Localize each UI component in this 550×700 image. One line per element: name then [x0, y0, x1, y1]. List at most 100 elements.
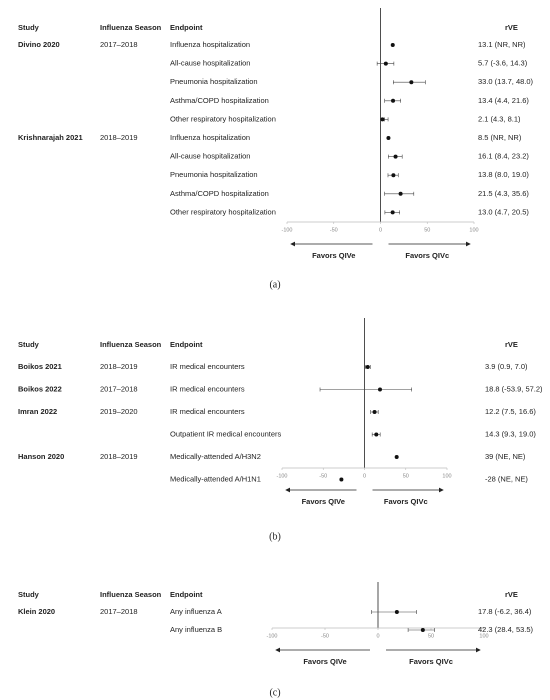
endpoint: Pneumonia hospitalization — [170, 170, 258, 179]
endpoint: Asthma/COPD hospitalization — [170, 96, 269, 105]
point — [390, 43, 395, 47]
point — [339, 477, 344, 482]
study: Hanson 2020 — [18, 452, 64, 461]
favors-right: Favors QIVc — [384, 497, 428, 506]
point — [390, 210, 395, 215]
x-tick-label: -50 — [330, 227, 338, 233]
caption: (c) — [269, 687, 280, 698]
point — [374, 432, 379, 437]
value-label: 13.1 (NR, NR) — [478, 40, 526, 49]
value-label: 3.9 (0.9, 7.0) — [485, 362, 528, 371]
x-tick-label: -50 — [321, 633, 329, 639]
column-header: Endpoint — [170, 23, 203, 32]
endpoint: Any influenza B — [170, 625, 222, 634]
study: Krishnarajah 2021 — [18, 133, 83, 142]
point — [394, 610, 399, 614]
endpoint: Medically-attended A/H3N2 — [170, 452, 261, 461]
value-label: 17.8 (-6.2, 36.4) — [478, 607, 532, 616]
endpoint: IR medical encounters — [170, 407, 245, 416]
season: 2018–2019 — [100, 133, 138, 142]
point — [372, 410, 377, 414]
point — [380, 117, 385, 122]
season: 2018–2019 — [100, 362, 138, 371]
study: Klein 2020 — [18, 607, 55, 616]
value-label: 13.0 (4.7, 20.5) — [478, 207, 529, 216]
x-tick-label: -100 — [276, 473, 287, 479]
point — [391, 98, 396, 103]
endpoint: Pneumonia hospitalization — [170, 77, 258, 86]
value-label: 5.7 (-3.6, 14.3) — [478, 59, 528, 68]
endpoint: All-cause hospitalization — [170, 59, 250, 68]
season: 2017–2018 — [100, 384, 138, 393]
value-label: 12.2 (7.5, 16.6) — [485, 407, 536, 416]
x-tick-label: 50 — [428, 633, 434, 639]
column-header: Influenza Season — [100, 340, 162, 349]
study: Imran 2022 — [18, 407, 57, 416]
favors-left: Favors QIVe — [303, 657, 346, 666]
x-tick-label: 0 — [363, 473, 366, 479]
season: 2017–2018 — [100, 607, 138, 616]
value-label: 39 (NE, NE) — [485, 452, 526, 461]
endpoint: Other respiratory hospitalization — [170, 114, 276, 123]
point — [391, 173, 396, 178]
endpoint: IR medical encounters — [170, 384, 245, 393]
caption: (b) — [269, 531, 281, 542]
favors-right: Favors QIVc — [409, 657, 453, 666]
point — [383, 61, 388, 66]
study: Divino 2020 — [18, 40, 60, 49]
value-label: 16.1 (8.4, 23.2) — [478, 152, 529, 161]
value-label: 13.8 (8.0, 19.0) — [478, 170, 529, 179]
value-label: 2.1 (4.3, 8.1) — [478, 114, 521, 123]
column-header: Study — [18, 590, 40, 599]
value-label: -28 (NE, NE) — [485, 474, 528, 483]
season: 2018–2019 — [100, 452, 138, 461]
x-tick-label: -50 — [319, 473, 327, 479]
endpoint: Other respiratory hospitalization — [170, 207, 276, 216]
study: Boikos 2021 — [18, 362, 62, 371]
endpoint: Influenza hospitalization — [170, 40, 250, 49]
column-header: Endpoint — [170, 590, 203, 599]
study: Boikos 2022 — [18, 384, 62, 393]
point — [398, 191, 403, 196]
point — [365, 365, 370, 369]
x-tick-label: -100 — [281, 227, 292, 233]
point — [409, 80, 414, 85]
column-header: Endpoint — [170, 340, 203, 349]
x-tick-label: 100 — [442, 473, 451, 479]
favors-left: Favors QIVe — [302, 497, 345, 506]
x-tick-label: 0 — [379, 227, 382, 233]
column-header: Study — [18, 340, 40, 349]
endpoint: Any influenza A — [170, 607, 222, 616]
season: 2017–2018 — [100, 40, 138, 49]
season: 2019–2020 — [100, 407, 138, 416]
favors-left: Favors QIVe — [312, 251, 355, 260]
column-header: Influenza Season — [100, 23, 162, 32]
point — [378, 387, 383, 392]
endpoint: Asthma/COPD hospitalization — [170, 189, 269, 198]
x-tick-label: 50 — [403, 473, 409, 479]
column-header: rVE — [505, 590, 518, 599]
value-label: 21.5 (4.3, 35.6) — [478, 189, 529, 198]
point — [393, 154, 398, 159]
column-header: rVE — [505, 340, 518, 349]
endpoint: Medically-attended A/H1N1 — [170, 474, 261, 483]
value-label: 14.3 (9.3, 19.0) — [485, 429, 536, 438]
x-tick-label: 100 — [479, 633, 488, 639]
column-header: Study — [18, 23, 40, 32]
endpoint: Outpatient IR medical encounters — [170, 429, 282, 438]
value-label: 8.5 (NR, NR) — [478, 133, 522, 142]
column-header: rVE — [505, 23, 518, 32]
favors-right: Favors QIVc — [405, 251, 449, 260]
value-label: 42.3 (28.4, 53.5) — [478, 625, 534, 634]
column-header: Influenza Season — [100, 590, 162, 599]
value-label: 18.8 (-53.9, 57.2) — [485, 384, 543, 393]
caption: (a) — [269, 279, 280, 290]
endpoint: IR medical encounters — [170, 362, 245, 371]
point — [394, 455, 399, 459]
x-tick-label: 100 — [469, 227, 478, 233]
x-tick-label: 0 — [376, 633, 379, 639]
point — [386, 136, 391, 140]
value-label: 13.4 (4.4, 21.6) — [478, 96, 529, 105]
